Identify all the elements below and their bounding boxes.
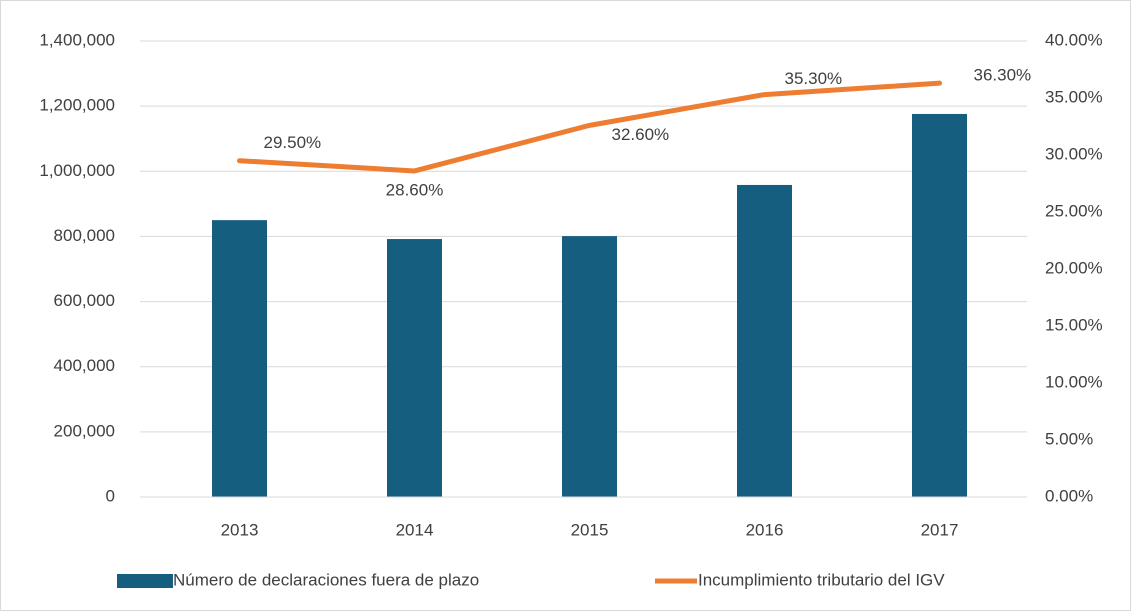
x-tick-label: 2015 — [571, 520, 609, 539]
y2-tick-label: 20.00% — [1045, 258, 1103, 277]
y2-tick-label: 40.00% — [1045, 30, 1103, 49]
x-tick-label: 2016 — [746, 520, 784, 539]
y2-tick-label: 30.00% — [1045, 144, 1103, 163]
y2-tick-label: 0.00% — [1045, 486, 1093, 505]
legend-swatch — [117, 574, 173, 588]
y-tick-label: 400,000 — [54, 356, 115, 375]
x-tick-label: 2014 — [396, 520, 434, 539]
data-label: 29.50% — [264, 133, 322, 152]
y-tick-label: 800,000 — [54, 226, 115, 245]
y-tick-label: 0 — [106, 486, 115, 505]
y2-tick-label: 5.00% — [1045, 429, 1093, 448]
line — [237, 80, 942, 174]
x-tick-label: 2013 — [221, 520, 259, 539]
bar — [737, 184, 792, 498]
bar — [387, 239, 442, 497]
y2-tick-label: 35.00% — [1045, 87, 1103, 106]
legend-label: Número de declaraciones fuera de plazo — [173, 570, 479, 589]
bar — [912, 113, 967, 498]
data-label: 36.30% — [974, 66, 1032, 85]
y-tick-label: 1,000,000 — [39, 161, 115, 180]
legend-label: Incumplimiento tributario del IGV — [698, 570, 945, 589]
y-tick-label: 200,000 — [54, 421, 115, 440]
data-label: 35.30% — [785, 69, 843, 88]
bar — [562, 236, 617, 498]
y-tick-label: 600,000 — [54, 291, 115, 310]
y-tick-label: 1,400,000 — [39, 30, 115, 49]
data-label: 32.60% — [612, 125, 670, 144]
bar — [212, 220, 267, 497]
y2-tick-label: 10.00% — [1045, 372, 1103, 391]
y2-tick-label: 25.00% — [1045, 201, 1103, 220]
y-tick-label: 1,200,000 — [39, 96, 115, 115]
data-label: 28.60% — [386, 180, 444, 199]
y2-tick-label: 15.00% — [1045, 315, 1103, 334]
x-tick-label: 2017 — [921, 520, 959, 539]
